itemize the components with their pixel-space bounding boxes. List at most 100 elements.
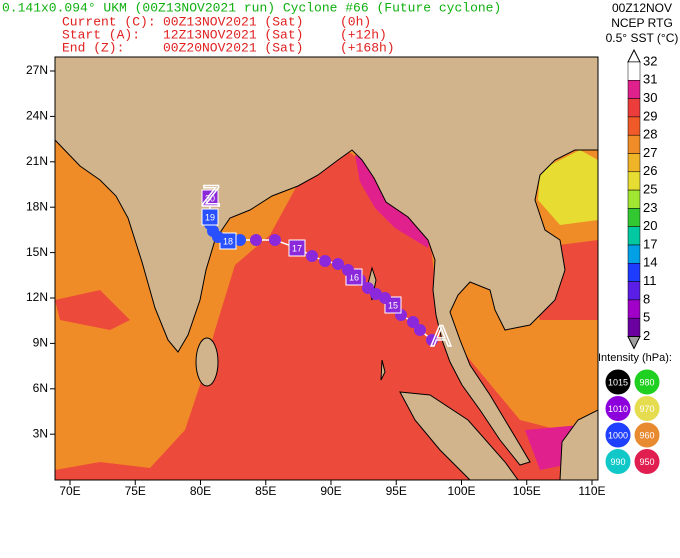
cool-sst — [538, 150, 598, 225]
lat-label: 21N — [26, 154, 48, 168]
header-label: Start (A): — [62, 27, 140, 42]
track-label: 18 — [223, 236, 233, 246]
track-point — [342, 264, 354, 276]
track-label: 17 — [292, 243, 302, 253]
lat-label: 3N — [33, 426, 48, 440]
header-offset: (+12h) — [340, 27, 387, 42]
colorbar-bin — [627, 61, 641, 81]
track-label: 19 — [205, 212, 215, 222]
lon-label: 95E — [386, 484, 407, 498]
land — [54, 56, 599, 466]
colorbar-bin — [627, 244, 641, 264]
colorbar-label: 5 — [643, 310, 650, 325]
colorbar-label: 2 — [643, 328, 650, 343]
colorbar-bottom — [627, 336, 641, 350]
colorbar-label: 23 — [643, 200, 657, 215]
sri-lanka — [195, 337, 219, 387]
track-label: 20 — [205, 193, 215, 203]
colorbar-label: 14 — [643, 255, 657, 270]
track-point — [319, 255, 331, 267]
colorbar-label: 8 — [643, 291, 650, 306]
lat-label: 12N — [26, 290, 48, 304]
top-right-label: 0.5° SST (°C) — [606, 31, 679, 45]
header-offset: (0h) — [340, 14, 371, 29]
lat-label: 24N — [26, 109, 48, 123]
intensity-value: 950 — [639, 457, 654, 467]
header-date: 00Z20NOV2021 (Sat) — [163, 40, 303, 55]
map-frame — [54, 56, 599, 481]
intensity-value: 1015 — [608, 377, 628, 387]
lon-label: 105E — [513, 484, 541, 498]
colorbar-label: 29 — [643, 108, 657, 123]
colorbar-bin — [627, 189, 641, 209]
map — [54, 56, 599, 481]
colorbar-bin — [627, 171, 641, 191]
colorbar-label: 28 — [643, 127, 657, 142]
colorbar-label: 17 — [643, 236, 657, 251]
colorbar-label: 27 — [643, 145, 657, 160]
track-point — [362, 282, 374, 294]
track-point — [426, 334, 438, 346]
colorbar-label: 32 — [643, 53, 657, 68]
header-label: Current (C): — [62, 14, 156, 29]
track-box — [201, 208, 219, 226]
colorbar-bin — [627, 116, 641, 136]
warm-sst — [55, 145, 598, 480]
track-point — [414, 324, 426, 336]
colorbar-label: 30 — [643, 90, 657, 105]
colorbar-bin — [627, 134, 641, 154]
lat-label: 6N — [33, 381, 48, 395]
track-box — [288, 239, 306, 257]
colorbar-label: 11 — [643, 273, 657, 288]
colorbar-bin — [627, 263, 641, 282]
colorbar-bin — [627, 153, 641, 173]
header-label: End (Z): — [62, 40, 124, 55]
lon-label: 90E — [320, 484, 341, 498]
intensity-title: Intensity (hPa): — [598, 352, 672, 364]
lat-label: 9N — [33, 336, 48, 350]
colorbar-bin — [627, 317, 641, 337]
colorbar-bin — [627, 98, 641, 118]
lat-label: 27N — [26, 63, 48, 77]
intensity-circle — [633, 448, 661, 475]
colorbar-bin — [627, 80, 641, 99]
header-date: 00Z13NOV2021 (Sat) — [163, 14, 303, 29]
track-point — [234, 234, 246, 246]
track-point — [332, 258, 344, 270]
intensity-value: 990 — [610, 457, 625, 467]
lon-label: 85E — [255, 484, 276, 498]
intensity-value: 1010 — [608, 404, 628, 414]
colorbar-label: 20 — [643, 218, 657, 233]
intensity-value: 970 — [639, 404, 654, 414]
colorbar-bin — [627, 226, 641, 246]
intensity-value: 960 — [639, 430, 654, 440]
top-right-label: NCEP RTG — [611, 16, 673, 30]
track-end: Z — [202, 180, 220, 213]
lon-label: 100E — [447, 484, 475, 498]
colorbar-bin — [627, 208, 641, 227]
colorbar-bin — [627, 299, 641, 319]
intensity-value: 980 — [639, 377, 654, 387]
header-offset: (+168h) — [340, 40, 395, 55]
lon-label: 70E — [59, 484, 80, 498]
header-title: 0.141x0.094° UKM (00Z13NOV2021 run) Cycl… — [2, 0, 501, 15]
lon-label: 80E — [190, 484, 211, 498]
track-point — [379, 292, 391, 304]
intensity-value: 1000 — [608, 430, 628, 440]
lon-label: 75E — [125, 484, 146, 498]
header-date: 12Z13NOV2021 (Sat) — [163, 27, 303, 42]
colorbar-label: 31 — [643, 72, 657, 87]
colorbar-label: 26 — [643, 163, 657, 178]
lon-label: 110E — [578, 484, 605, 498]
header: 0.141x0.094° UKM (00Z13NOV2021 run) Cycl… — [2, 0, 501, 15]
track-box — [201, 189, 219, 207]
lat-label: 15N — [26, 245, 48, 259]
intensity-circle — [604, 448, 632, 475]
top-right-label: 00Z12NOV — [612, 1, 672, 15]
track-label: 15 — [388, 300, 398, 310]
track-start: A — [431, 320, 451, 353]
hot-sst — [355, 155, 590, 470]
track-point — [407, 316, 419, 328]
track-point — [269, 234, 281, 246]
